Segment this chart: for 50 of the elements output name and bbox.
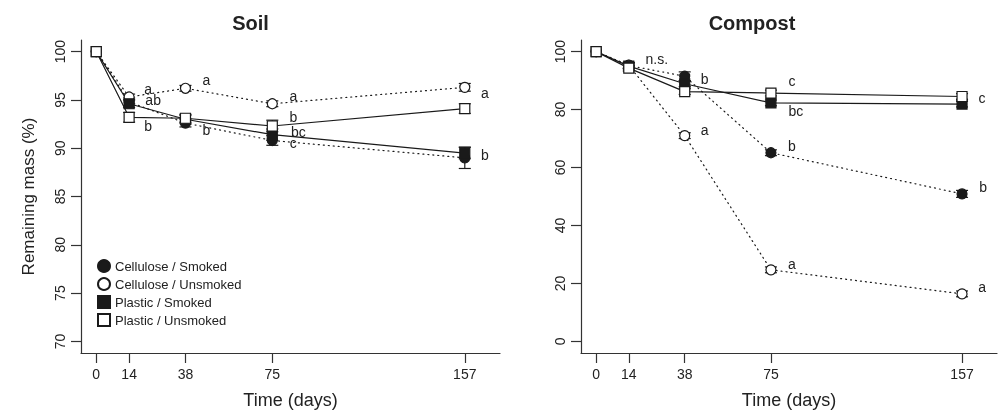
x-axis-title: Time (days) bbox=[741, 390, 837, 410]
x-tick-label: 14 bbox=[121, 366, 138, 382]
y-tick-label: 0 bbox=[552, 337, 568, 346]
annotation: b bbox=[144, 118, 153, 135]
y-tick-label: 90 bbox=[52, 140, 68, 156]
annotation: b bbox=[979, 178, 988, 195]
annotation: a bbox=[289, 87, 298, 104]
y-tick-label: 80 bbox=[52, 236, 68, 253]
annotation: a bbox=[788, 255, 797, 272]
chart-title: Compost bbox=[708, 12, 796, 34]
x-tick-label: 0 bbox=[92, 366, 101, 382]
legend-label: Cellulose / Unsmoked bbox=[115, 276, 242, 292]
annotation: b bbox=[202, 122, 211, 139]
annotation: a bbox=[480, 85, 489, 102]
annotation: n.s. bbox=[645, 51, 669, 68]
y-tick-label: 100 bbox=[52, 39, 68, 64]
y-tick-label: 20 bbox=[552, 275, 568, 292]
y-tick-label: 95 bbox=[52, 91, 68, 108]
y-tick-label: 85 bbox=[52, 188, 68, 205]
y-tick-label: 60 bbox=[552, 159, 568, 176]
legend-label: Cellulose / Smoked bbox=[115, 258, 227, 274]
annotation: b bbox=[700, 71, 709, 88]
y-tick-label: 40 bbox=[552, 217, 568, 234]
annotation: c bbox=[978, 89, 986, 106]
y-tick-label: 100 bbox=[552, 39, 568, 64]
annotation: c bbox=[788, 73, 796, 90]
x-tick-label: 75 bbox=[264, 366, 281, 382]
annotation: b bbox=[788, 137, 797, 154]
x-tick-label: 75 bbox=[763, 366, 779, 382]
x-tick-label: 38 bbox=[177, 366, 194, 382]
x-tick-label: 157 bbox=[950, 366, 974, 382]
legend-label: Plastic / Unsmoked bbox=[115, 312, 227, 328]
annotation: a bbox=[700, 121, 709, 138]
x-tick-label: 0 bbox=[592, 366, 601, 382]
chart-title: Soil bbox=[232, 12, 269, 34]
x-tick-label: 157 bbox=[453, 366, 477, 382]
y-tick-label: 70 bbox=[52, 333, 68, 350]
y-tick-label: 80 bbox=[552, 101, 568, 118]
annotation: b bbox=[480, 146, 489, 163]
legend-label: Plastic / Smoked bbox=[115, 294, 212, 310]
annotation: a bbox=[144, 81, 153, 97]
annotation: b bbox=[289, 108, 298, 125]
x-tick-label: 38 bbox=[676, 366, 693, 382]
annotation: a bbox=[978, 278, 987, 295]
y-axis-title: Remaining mass (%) bbox=[19, 117, 38, 276]
x-tick-label: 14 bbox=[620, 366, 637, 382]
annotation: a bbox=[202, 72, 211, 89]
x-axis-title: Time (days) bbox=[243, 390, 338, 410]
annotation: bc bbox=[788, 102, 804, 119]
y-tick-label: 75 bbox=[52, 285, 68, 301]
